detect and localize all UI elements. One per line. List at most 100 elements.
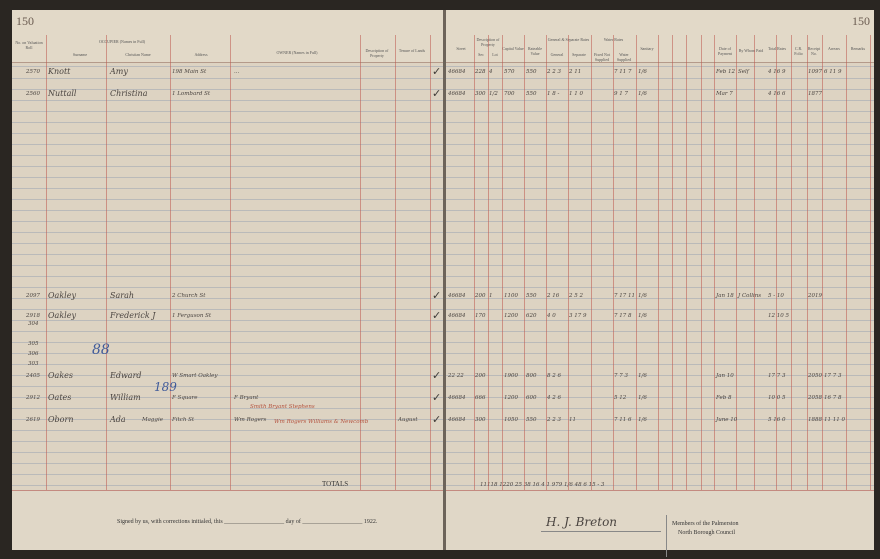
- cell-arrears: 17 7 3: [824, 373, 842, 379]
- book-spine: [443, 10, 447, 550]
- address: W Smart Oakley: [172, 373, 218, 379]
- cell-rateable: 550: [526, 91, 537, 97]
- cell-street: 22 22: [448, 373, 464, 379]
- sub-valuation-no: 304: [28, 321, 39, 327]
- right-footer: H. J. Breton Members of the Palmerston N…: [446, 490, 874, 557]
- valuation-no: 2405: [26, 373, 40, 379]
- header-fixed: Fixed Not Supplied: [593, 52, 611, 62]
- blue-annotation: 88: [92, 342, 110, 358]
- column-rule: [170, 35, 171, 490]
- cell-by_whom: Self: [738, 69, 749, 75]
- cell-rateable: 550: [526, 69, 537, 75]
- column-rule: [636, 35, 637, 490]
- header-christian: Christian Name: [125, 52, 151, 57]
- cell-separate: 2 5 2: [569, 293, 583, 299]
- header-folio: C.R. Folio: [794, 46, 803, 56]
- cell-date: Jan 18: [716, 293, 734, 299]
- sub-valuation-no: 303: [28, 361, 39, 367]
- signature-line: [541, 531, 661, 532]
- owner: ...: [234, 69, 240, 75]
- cell-receipt: 1097: [808, 69, 822, 75]
- header-receipt: Receipt No.: [807, 46, 821, 56]
- cell-lot: 4: [489, 69, 493, 75]
- column-rule: [776, 35, 777, 490]
- christian-name: Ada: [110, 415, 126, 424]
- cell-sec: 300: [475, 417, 486, 423]
- check-mark: ✓: [432, 414, 442, 426]
- column-rule: [736, 35, 737, 490]
- surname: Oakley: [48, 311, 76, 320]
- cell-date: Jan 10: [716, 373, 734, 379]
- day-label: day of: [285, 519, 301, 525]
- cell-rateable: 600: [526, 395, 537, 401]
- christian-name: Amy: [110, 67, 128, 76]
- cell-lot: 1/2: [489, 91, 498, 97]
- cell-receipt: 2019: [808, 293, 822, 299]
- check-mark: ✓: [432, 370, 442, 382]
- column-rule: [714, 35, 715, 490]
- red-correction: Smith Bryant Stephens: [250, 404, 315, 410]
- cell-sanitary: 1/6: [638, 91, 647, 97]
- surname: Oates: [48, 393, 72, 402]
- year-label: 1922.: [363, 519, 378, 525]
- header-rateable: Rateable Value: [528, 46, 542, 56]
- cell-street: 46684: [448, 293, 466, 299]
- cell-by_whom: J Collins: [738, 293, 762, 299]
- cell-sanitary: 1/6: [638, 313, 647, 319]
- header-sec: Sec: [478, 52, 484, 57]
- cell-general: 2 16: [547, 293, 560, 299]
- header-lot: Lot: [492, 52, 498, 57]
- cell-receipt: 1888: [808, 417, 822, 423]
- left-footer: Signed by us, with corrections initialed…: [12, 490, 444, 550]
- column-rule: [430, 35, 431, 490]
- check-mark: ✓: [432, 290, 442, 302]
- right-page: 150 Street Description of Property Sec L…: [446, 10, 874, 557]
- cell-date: Feb 12: [716, 69, 736, 75]
- header-street: Street: [456, 46, 466, 51]
- column-rule: [106, 35, 107, 490]
- column-rule: [754, 35, 755, 490]
- cell-general: 4 0: [547, 313, 556, 319]
- cell-receipt: 2058: [808, 395, 822, 401]
- header-capital: Capital Value: [502, 46, 524, 51]
- page-number-left: 150: [16, 14, 34, 28]
- cell-arrears: 11 11 0: [824, 417, 845, 423]
- column-rule: [546, 35, 547, 490]
- cell-supplied: 5 12: [614, 395, 627, 401]
- column-rule: [686, 35, 687, 490]
- valuation-no: 2570: [26, 69, 40, 75]
- cell-receipt: 1877: [808, 91, 822, 97]
- column-rule: [46, 35, 47, 490]
- cell-capital: 1050: [504, 417, 518, 423]
- cell-supplied: 7 17 11: [614, 293, 635, 299]
- address: 2 Church St: [172, 293, 206, 299]
- header-arrears: Arrears: [828, 46, 840, 51]
- members-text: Members of the Palmerston: [672, 521, 739, 527]
- cell-sec: 300: [475, 91, 486, 97]
- column-rule: [488, 35, 489, 490]
- cell-total: 10 0 5: [768, 395, 786, 401]
- cell-sanitary: 1/6: [638, 395, 647, 401]
- cell-total: 5 - 10: [768, 293, 784, 299]
- cell-rateable: 800: [526, 373, 537, 379]
- red-correction: Wm Rogers Williams & Newcomb: [274, 419, 369, 425]
- surname: Oakley: [48, 291, 76, 300]
- cell-sec: 228: [475, 69, 486, 75]
- cell-supplied: 7 17 8: [614, 313, 632, 319]
- surname: Oborn: [48, 415, 74, 424]
- right-header: 150 Street Description of Property Sec L…: [446, 10, 874, 63]
- surname: Nuttall: [48, 89, 77, 98]
- tenure: August: [398, 417, 418, 423]
- cell-date: Mar 7: [716, 91, 733, 97]
- surname: Oakes: [48, 371, 74, 380]
- column-rule: [870, 35, 871, 490]
- cell-sanitary: 1/6: [638, 373, 647, 379]
- cell-total: 5 16 0: [768, 417, 786, 423]
- cell-supplied: 7 11 6: [614, 417, 632, 423]
- cell-supplied: 9 1 7: [614, 91, 628, 97]
- valuation-no: 2912: [26, 395, 40, 401]
- cell-capital: 1100: [504, 293, 518, 299]
- header-address: Address: [194, 52, 208, 57]
- cell-sanitary: 1/6: [638, 293, 647, 299]
- header-no: No. on Valuation Roll: [15, 40, 43, 50]
